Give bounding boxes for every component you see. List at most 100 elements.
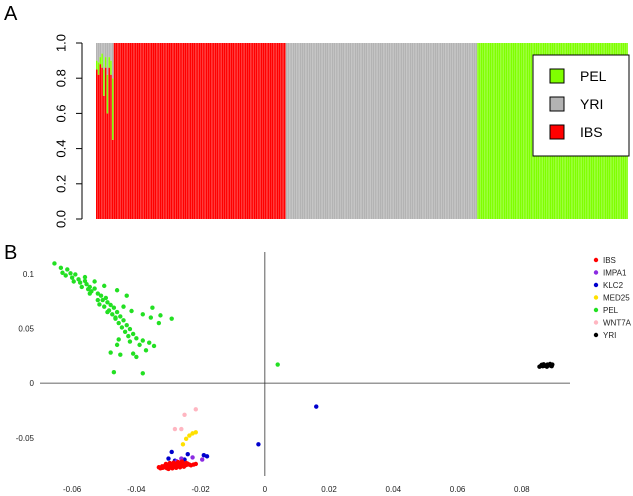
ancestry-bar-yri	[399, 43, 402, 219]
ancestry-bar-ibs	[117, 43, 120, 219]
ancestry-bar-yri	[473, 43, 476, 219]
ancestry-bar-yri	[377, 43, 380, 219]
ancestry-bar-ibs	[111, 78, 114, 140]
legend-swatch	[549, 68, 565, 84]
ancestry-bar-yri	[395, 43, 398, 219]
point-pel	[84, 282, 89, 287]
ancestry-bar-yri	[438, 43, 441, 219]
ancestry-bar-ibs	[260, 43, 263, 219]
ancestry-bar-ibs	[140, 43, 143, 219]
x-tick-label: 0	[263, 485, 268, 494]
ancestry-bar-pel	[516, 43, 519, 219]
ancestry-bar-ibs	[202, 43, 205, 219]
ancestry-bar-ibs	[204, 43, 206, 219]
ancestry-bar-ibs	[111, 43, 114, 79]
x-tick-label: 0.04	[386, 485, 402, 494]
ancestry-bar-ibs	[271, 43, 274, 219]
ancestry-bar-ibs	[211, 43, 214, 219]
y-tick-label: 0.8	[53, 69, 68, 87]
point-impa1	[190, 455, 195, 460]
ancestry-bar-ibs	[179, 43, 182, 219]
point-pel	[98, 293, 104, 298]
legend-box	[532, 54, 630, 157]
ancestry-bar-yri	[416, 43, 419, 219]
ancestry-bar-ibs	[189, 43, 192, 219]
ancestry-bar-yri	[342, 43, 345, 219]
point-pel	[129, 308, 134, 314]
point-pel	[63, 273, 68, 278]
point-ibs	[163, 461, 169, 467]
ancestry-bar-ibs	[142, 43, 144, 219]
ancestry-bar-ibs	[191, 43, 194, 219]
ancestry-bar-yri	[319, 43, 322, 219]
ancestry-bar-yri	[431, 43, 433, 219]
ancestry-bar-ibs	[218, 43, 221, 219]
legend-label: YRI	[603, 331, 616, 340]
ancestry-bar-ibs	[253, 43, 256, 219]
ancestry-bar-ibs	[97, 43, 100, 63]
point-pel	[71, 279, 76, 284]
ancestry-bar-yri	[330, 43, 332, 219]
point-pel	[85, 286, 91, 292]
ancestry-bar-ibs	[108, 57, 111, 68]
point-klc2	[204, 454, 210, 459]
ancestry-bar-ibs	[266, 43, 269, 219]
point-pel	[151, 343, 157, 349]
ancestry-bar-ibs	[133, 43, 136, 219]
ancestry-bar-yri	[390, 43, 393, 219]
ancestry-bar-yri	[331, 43, 334, 219]
ancestry-bar-yri	[393, 43, 396, 219]
point-pel	[116, 320, 121, 326]
point-pel	[77, 280, 83, 285]
ancestry-bar-yri	[450, 43, 453, 219]
ancestry-bar-ibs	[115, 43, 118, 219]
ancestry-bar-pel	[487, 43, 490, 219]
point-pel	[92, 286, 97, 291]
ancestry-bar-ibs	[207, 43, 210, 219]
ancestry-bar-ibs	[214, 43, 217, 219]
point-pel	[76, 277, 81, 282]
ancestry-bar-yri	[411, 43, 414, 219]
ancestry-bar-pel	[482, 43, 485, 219]
ancestry-bar-pel	[491, 43, 494, 219]
y-tick-label: 0.4	[53, 140, 68, 158]
ancestry-bar-ibs	[244, 43, 247, 219]
ancestry-bar-ibs	[104, 43, 107, 58]
point-wnt7a	[182, 412, 187, 418]
legend-marker	[593, 307, 599, 313]
point-pel	[134, 336, 139, 341]
ancestry-bar-yri	[470, 43, 472, 219]
ancestry-bar-yri	[324, 43, 327, 219]
legend-a: PEL YRI IBS	[532, 54, 630, 157]
ancestry-bar-yri	[344, 43, 347, 219]
ancestry-bar-pel	[528, 43, 531, 219]
point-pel	[100, 297, 105, 303]
ancestry-bar-ibs	[225, 43, 228, 219]
y-tick-label: 0.2	[53, 175, 68, 193]
point-ibs	[166, 466, 171, 472]
ancestry-bar-yri	[372, 43, 375, 219]
ancestry-bar-ibs	[119, 43, 121, 219]
ancestry-bar-ibs	[229, 43, 231, 219]
ancestry-bar-ibs	[283, 43, 286, 219]
point-ibs	[167, 460, 172, 466]
ancestry-bar-yri	[381, 43, 384, 219]
ancestry-bar-pel	[500, 43, 503, 219]
point-pel	[87, 291, 92, 296]
point-ibs	[175, 459, 181, 465]
ancestry-bar-yri	[459, 43, 462, 219]
ancestry-bar-ibs	[174, 43, 176, 219]
y-tick-label: 0.1	[23, 270, 35, 279]
point-ibs	[181, 464, 187, 469]
ancestry-bar-ibs	[168, 43, 171, 219]
point-pel	[97, 302, 102, 307]
ancestry-bar-pel	[512, 43, 515, 219]
point-pel	[140, 371, 145, 376]
ancestry-bar-yri	[294, 43, 297, 219]
ancestry-bar-ibs	[126, 43, 128, 219]
ancestry-bar-yri	[447, 43, 449, 219]
ancestry-bar-ibs	[186, 43, 189, 219]
ancestry-bar-ibs	[152, 43, 155, 219]
point-pel	[52, 261, 57, 266]
